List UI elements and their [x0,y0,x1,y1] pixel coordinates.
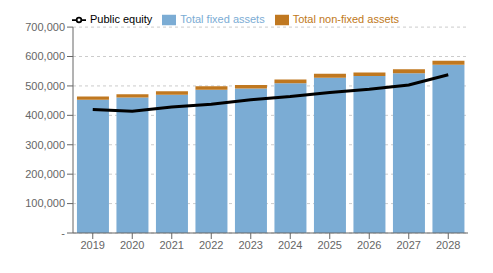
svg-text:100,000: 100,000 [25,197,65,209]
svg-text:400,000: 400,000 [25,109,65,121]
svg-text:300,000: 300,000 [25,139,65,151]
html-text:Total fixed assets: Total fixed assets [180,13,265,25]
svg-text:500,000: 500,000 [25,80,65,92]
html-text:Public equity: Public equity [89,13,153,25]
svg-text:-: - [61,227,65,239]
svg-text:600,000: 600,000 [25,50,65,62]
svg-text:2020: 2020 [120,239,144,251]
svg-text:2019: 2019 [81,239,105,251]
html-text:Total non-fixed assets: Total non-fixed assets [292,13,400,25]
svg-text:700,000: 700,000 [25,21,65,33]
svg-text:2026: 2026 [357,239,381,251]
svg-text:200,000: 200,000 [25,168,65,180]
svg-text:2024: 2024 [278,239,302,251]
svg-text:2025: 2025 [318,239,342,251]
svg-text:2022: 2022 [199,239,223,251]
svg-text:2023: 2023 [239,239,263,251]
svg-text:2028: 2028 [436,239,460,251]
svg-text:2021: 2021 [160,239,184,251]
svg-text:2027: 2027 [397,239,421,251]
